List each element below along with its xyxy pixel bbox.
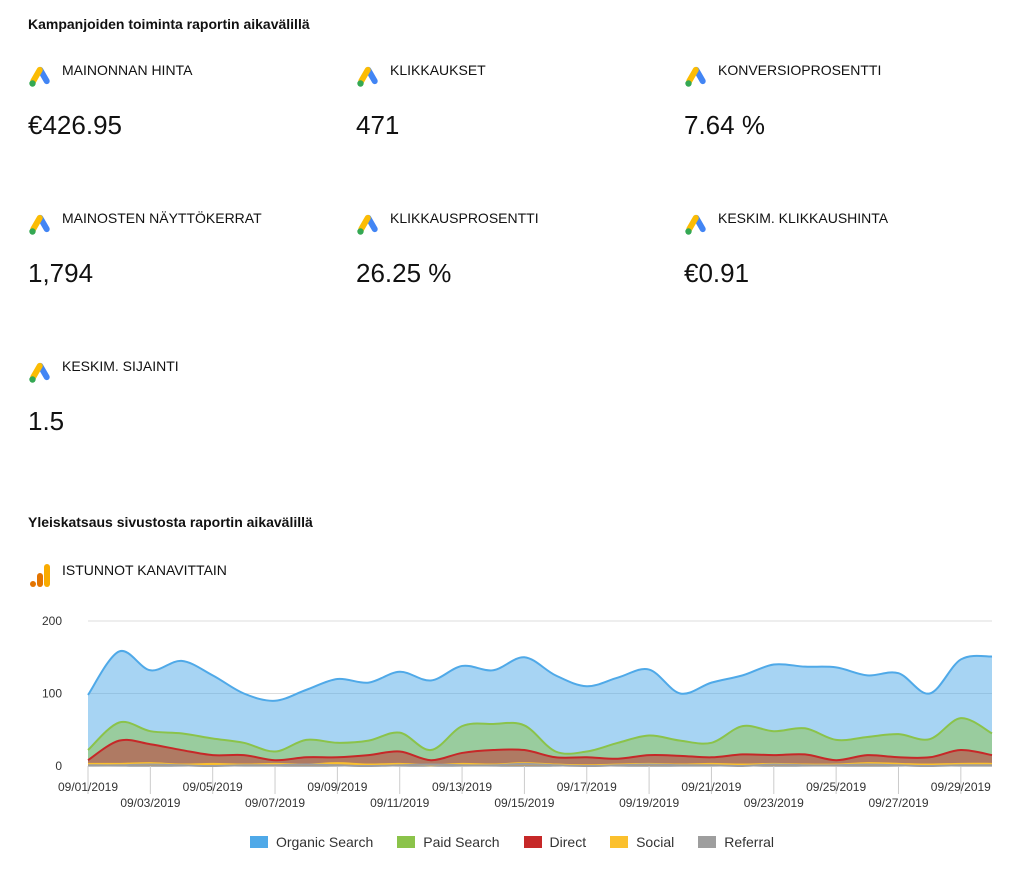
metric-ad-cost: MAINONNAN HINTA €426.95: [28, 62, 328, 182]
series-line-paid: [87, 717, 993, 755]
x-tick-label: 09/23/2019: [744, 796, 804, 810]
legend-label: Direct: [549, 834, 587, 850]
metric-value: 1,794: [28, 258, 94, 288]
site-section-title: Yleiskatsaus sivustosta raportin aikaväl…: [28, 514, 313, 530]
metric-label: MAINOSTEN NÄYTTÖKERRAT: [62, 210, 262, 226]
legend-item-referral[interactable]: Referral: [698, 834, 774, 850]
google-analytics-icon: [30, 564, 50, 587]
chart-legend: Organic Search Paid Search Direct Social…: [0, 834, 1024, 850]
metric-value: 7.64 %: [684, 110, 765, 140]
x-tick-label: 09/05/2019: [183, 780, 243, 794]
x-tick-label: 09/07/2019: [245, 796, 305, 810]
series-line-direct: [87, 738, 993, 762]
x-tick-label: 09/11/2019: [370, 796, 429, 810]
campaign-section-title: Kampanjoiden toiminta raportin aikavälil…: [28, 16, 310, 32]
google-ads-icon: [29, 214, 50, 235]
legend-swatch: [610, 836, 629, 848]
x-tick-label: 09/03/2019: [120, 796, 180, 810]
google-ads-icon: [685, 66, 706, 87]
metric-ctr: KLIKKAUSPROSENTTI 26.25 %: [356, 210, 656, 330]
metric-label: KESKIM. SIJAINTI: [62, 358, 179, 374]
legend-item-direct[interactable]: Direct: [523, 834, 587, 850]
legend-swatch: [397, 836, 416, 848]
google-ads-icon: [357, 214, 378, 235]
legend-item-social[interactable]: Social: [610, 834, 674, 850]
metric-label: KESKIM. KLIKKAUSHINTA: [718, 210, 889, 226]
metric-value: 471: [356, 110, 400, 140]
x-tick-label: 09/19/2019: [619, 796, 679, 810]
legend-label: Referral: [724, 834, 775, 850]
sessions-by-channel-chart: 010020009/01/201909/03/201909/05/201909/…: [42, 614, 993, 810]
metric-value: 1.5: [28, 406, 65, 436]
x-tick-label: 09/25/2019: [806, 780, 866, 794]
google-ads-icon: [357, 66, 378, 87]
y-tick-label: 100: [42, 687, 62, 701]
legend-label: Paid Search: [423, 834, 500, 850]
x-tick-label: 09/27/2019: [868, 796, 928, 810]
metric-label: KLIKKAUKSET: [390, 62, 486, 78]
legend-label: Social: [636, 834, 675, 850]
x-tick-label: 09/15/2019: [494, 796, 554, 810]
legend-swatch: [523, 836, 542, 848]
x-tick-label: 09/21/2019: [681, 780, 741, 794]
channel-chart-title: ISTUNNOT KANAVITTAIN: [62, 562, 227, 578]
x-tick-label: 09/01/2019: [58, 780, 118, 794]
series-line-referral: [87, 762, 993, 768]
metric-clicks: KLIKKAUKSET 471: [356, 62, 656, 182]
legend-swatch: [249, 836, 268, 848]
metric-impressions: MAINOSTEN NÄYTTÖKERRAT 1,794: [28, 210, 328, 330]
google-ads-icon: [685, 214, 706, 235]
legend-item-paid-search[interactable]: Paid Search: [397, 834, 500, 850]
x-tick-label: 09/29/2019: [931, 780, 991, 794]
metric-value: €426.95: [28, 110, 122, 140]
series-area-direct[interactable]: [88, 739, 992, 766]
x-tick-label: 09/13/2019: [432, 780, 492, 794]
metric-avg-position: KESKIM. SIJAINTI 1.5: [28, 358, 328, 478]
legend-swatch: [698, 836, 717, 848]
metric-label: KONVERSIOPROSENTTI: [718, 62, 882, 78]
metric-value: €0.91: [684, 258, 750, 288]
metric-conversion-rate: KONVERSIOPROSENTTI 7.64 %: [684, 62, 984, 182]
legend-item-organic-search[interactable]: Organic Search: [249, 834, 374, 850]
metric-label: MAINONNAN HINTA: [62, 62, 193, 78]
y-tick-label: 200: [42, 614, 62, 628]
y-tick-label: 0: [55, 759, 62, 773]
metric-label: KLIKKAUSPROSENTTI: [390, 210, 539, 226]
legend-label: Organic Search: [275, 834, 374, 850]
google-ads-icon: [29, 362, 50, 383]
google-ads-icon: [29, 66, 50, 87]
metric-avg-cpc: KESKIM. KLIKKAUSHINTA €0.91: [684, 210, 984, 330]
series-line-organic: [87, 650, 993, 702]
metric-value: 26.25 %: [356, 258, 452, 288]
x-tick-label: 09/17/2019: [557, 780, 617, 794]
x-tick-label: 09/09/2019: [307, 780, 367, 794]
